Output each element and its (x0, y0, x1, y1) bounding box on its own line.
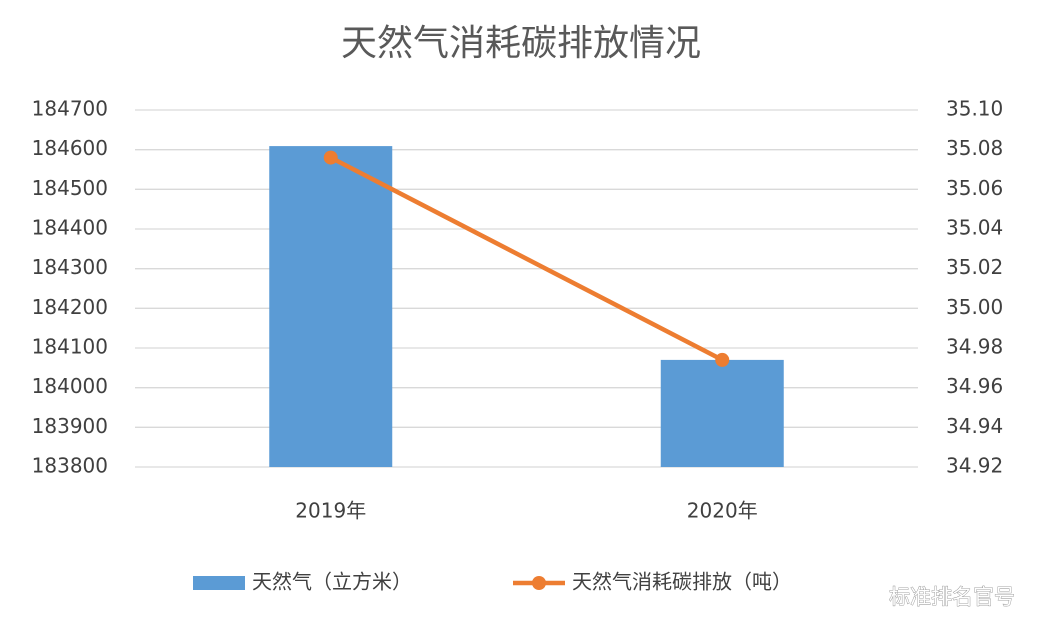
x-tick-label: 2019年 (295, 499, 366, 523)
line (329, 155, 724, 362)
y2-tick-label: 35.06 (946, 176, 1003, 200)
y2-tick-label: 34.92 (946, 454, 1003, 478)
legend-marker (532, 576, 546, 590)
line-marker (715, 352, 730, 367)
chart-title: 天然气消耗碳排放情况 (341, 23, 701, 64)
line-marker (323, 150, 338, 165)
bar (660, 359, 784, 467)
y-tick-label: 184500 (32, 176, 108, 200)
y2-tick-label: 35.00 (946, 295, 1003, 319)
bar (269, 146, 393, 467)
y2-tick-label: 34.96 (946, 374, 1003, 398)
y2-tick-label: 35.10 (946, 97, 1003, 121)
watermark: 标准排名官号 (889, 585, 1015, 609)
y2-tick-label: 35.04 (946, 216, 1003, 240)
y-tick-label: 184700 (32, 97, 108, 121)
y2-tick-label: 34.94 (946, 414, 1003, 438)
y-tick-label: 184300 (32, 255, 108, 279)
y-tick-label: 184000 (32, 374, 108, 398)
y-tick-label: 184200 (32, 295, 108, 319)
y-tick-label: 184100 (32, 335, 108, 359)
y2-tick-label: 35.02 (946, 255, 1003, 279)
y-tick-label: 184400 (32, 216, 108, 240)
y2-tick-label: 34.98 (946, 335, 1003, 359)
legend-label: 天然气消耗碳排放（吨） (572, 570, 792, 594)
x-tick-label: 2020年 (687, 499, 758, 523)
y-tick-label: 184600 (32, 136, 108, 160)
y2-tick-label: 35.08 (946, 136, 1003, 160)
y-tick-label: 183900 (32, 414, 108, 438)
y-tick-label: 183800 (32, 454, 108, 478)
legend-label: 天然气（立方米） (252, 570, 412, 594)
legend-swatch (193, 576, 245, 590)
